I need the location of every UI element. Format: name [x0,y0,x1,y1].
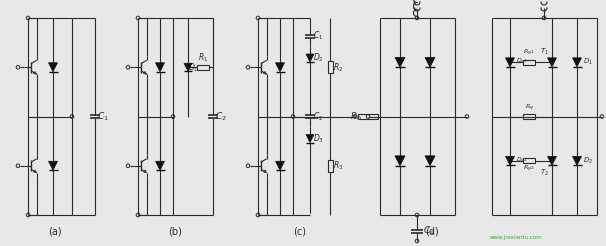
Text: $R_3$: $R_3$ [333,159,343,172]
Polygon shape [184,63,192,71]
Text: $C_1$: $C_1$ [313,30,323,42]
Text: $T_2$: $T_2$ [539,168,548,178]
Bar [197,65,209,70]
Text: $D_2$: $D_2$ [313,52,324,64]
Text: (c): (c) [293,227,307,237]
Polygon shape [395,57,405,67]
Polygon shape [547,156,556,165]
Bar [358,114,378,119]
Polygon shape [425,57,435,67]
Text: $C_1$: $C_1$ [97,110,109,123]
Text: $R_2$: $R_2$ [333,61,343,74]
Polygon shape [143,170,147,173]
Text: $R_1$: $R_1$ [198,52,208,64]
Text: (b): (b) [168,227,182,237]
Polygon shape [48,63,58,72]
Polygon shape [395,156,405,166]
Text: $D_{g2}$: $D_{g2}$ [516,156,528,166]
Text: $D_1$: $D_1$ [188,61,198,74]
Polygon shape [505,58,514,67]
Text: $D_2$: $D_2$ [583,156,593,166]
Polygon shape [505,156,514,165]
Polygon shape [156,161,164,170]
Polygon shape [573,156,582,165]
Text: (a): (a) [48,227,62,237]
Polygon shape [573,58,582,67]
Text: www.jrexiantu.com: www.jrexiantu.com [490,235,542,241]
Text: $R_0$: $R_0$ [350,110,362,123]
Text: $R_g$: $R_g$ [525,102,533,113]
Polygon shape [263,170,267,173]
Text: $L_s$: $L_s$ [547,0,557,2]
Text: $R_{g1}$: $R_{g1}$ [523,48,534,58]
Polygon shape [48,161,58,170]
Bar [327,61,333,73]
Polygon shape [306,135,314,142]
Text: $C_2$: $C_2$ [215,110,227,123]
Polygon shape [33,170,36,173]
Polygon shape [306,54,314,62]
Bar [327,160,333,172]
Polygon shape [425,156,435,166]
Text: $C_2$: $C_2$ [313,110,323,123]
Polygon shape [33,71,36,74]
Polygon shape [263,71,267,74]
Polygon shape [547,58,556,67]
Polygon shape [156,63,164,72]
Text: $C_s$: $C_s$ [423,225,435,237]
Text: $T_1$: $T_1$ [539,47,548,57]
Text: $R_{g2}$: $R_{g2}$ [523,164,534,174]
Text: $D_1$: $D_1$ [583,57,593,67]
Text: (d): (d) [425,227,439,237]
Bar [523,60,535,65]
Bar [523,114,535,119]
Text: $D_3$: $D_3$ [313,132,324,145]
Polygon shape [276,161,284,170]
Text: $L_s$: $L_s$ [420,0,430,2]
Polygon shape [276,63,284,72]
Bar [523,158,535,163]
Text: $D_{g1}$: $D_{g1}$ [516,57,528,67]
Polygon shape [143,71,147,74]
